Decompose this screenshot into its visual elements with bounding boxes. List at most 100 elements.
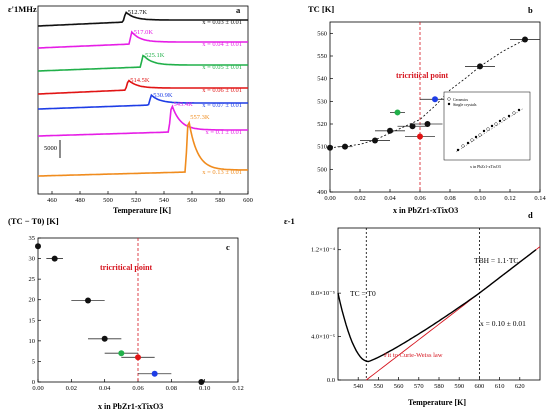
panel-a-x-tick-label: 560	[187, 197, 197, 204]
panel-b-y-tick-label: 530	[317, 98, 327, 105]
panel-c-point	[198, 379, 205, 385]
panel-a-curve	[38, 93, 248, 110]
panel-d-y-tick-label: 0.0	[327, 377, 335, 384]
panel-b-point	[417, 133, 423, 140]
inset-point-single	[466, 141, 470, 145]
panel-c-point	[35, 243, 41, 250]
panel-c-y-tick-label: 20	[29, 297, 36, 304]
inset-point-ceramic	[512, 111, 516, 115]
panel-b-x-tick-label: 0.10	[474, 195, 485, 202]
panel-a-curve	[37, 54, 248, 72]
panel-b-guide-curve	[329, 39, 526, 149]
panel-a-frame	[37, 5, 249, 195]
panel-a-x-tick-label: 520	[131, 197, 141, 204]
panel-a-legend-label: x = 0.05 ± 0.01	[202, 64, 242, 71]
panel-d-y-tick-label: 8.0×10⁻⁵	[311, 290, 335, 297]
panel-b-point	[394, 109, 401, 116]
panel-c-x-tick-label: 0.10	[199, 385, 210, 392]
inset-point-single	[482, 129, 486, 133]
inset-xlabel: x in PbZr1-xTixO3	[470, 164, 501, 169]
panel-c-ticks: 0.00 0.02 0.04 0.06 0.08 0.10 0.12 0 5 10 15 20 25 30…	[29, 235, 244, 392]
panel-b-point	[432, 96, 438, 103]
panel-d-x-tick-label: 620	[515, 383, 525, 390]
panel-a-x-tick-label: 500	[103, 197, 113, 204]
panel-a-legend-label: x = 0.1 ± 0.01	[206, 129, 242, 136]
panel-c-y-tick-label: 15	[29, 317, 36, 324]
panel-a-scale-bar-label: 5000	[44, 145, 57, 152]
panel-a-peak-label: 545.4K	[174, 101, 194, 108]
panel-a-xlabel: Temperature [K]	[113, 206, 171, 215]
panel-c-point	[135, 354, 141, 361]
panel-b-xlabel: x in PbZr1-xTixO3	[393, 206, 458, 215]
panel-b-x-tick-label: 0.02	[354, 195, 365, 202]
panel-d-tc-label: TC = T0	[350, 289, 376, 298]
panel-c-x-tick-label: 0.06	[132, 385, 144, 392]
panel-d-ylabel: ε-1	[284, 216, 295, 226]
inset-point-ceramic	[478, 133, 482, 137]
inset-point-single	[456, 148, 460, 152]
panel-b-ylabel: TC [K]	[308, 4, 334, 14]
panel-d-xlabel: Temperature [K]	[408, 398, 466, 407]
panel-c-point	[118, 350, 125, 357]
panel-a-peak-label: 512.7K	[128, 9, 148, 16]
panel-d-tbh-label: TBH = 1.1·TC	[474, 256, 518, 265]
panel-c-point	[101, 335, 108, 342]
inset-point-ceramic	[461, 144, 465, 148]
panel-b-y-tick-label: 500	[317, 166, 327, 173]
panel-d-x-tick-label: 610	[495, 383, 505, 390]
panel-a: ε'1MHz 460 480 500 520 540 560 580 600 512.7K x …	[8, 4, 253, 215]
panel-c-y-tick-label: 5	[32, 358, 35, 365]
panel-b-x-tick-label: 0.08	[444, 195, 455, 202]
inset-legend-single: Single crystals	[453, 102, 477, 107]
panel-d-x-tick-label: 590	[454, 383, 464, 390]
panel-d-inverse-permittivity	[337, 249, 537, 363]
panel-c-y-tick-label: 30	[29, 256, 36, 263]
panel-d-x-tick-label: 600	[475, 383, 485, 390]
panel-b: TC [K] 0.00 0.02 0.04 0.06 0.08 0.10 0.12 0.14 4…	[308, 4, 546, 215]
inset-point-single	[517, 108, 521, 112]
panel-b-y-tick-label: 540	[317, 76, 327, 83]
panel-c-x-tick-label: 0.08	[166, 385, 177, 392]
panel-b-point	[327, 144, 333, 151]
panel-a-legend-label: x = 0.04 ± 0.01	[202, 41, 242, 48]
panel-a-legend-label: x = 0.03 ± 0.01	[202, 19, 242, 26]
panel-b-tricritical-label: tricritical point	[396, 71, 449, 80]
panel-b-point	[342, 143, 348, 150]
inset-legend-ceramics-marker	[447, 97, 451, 101]
panel-c-y-tick-label: 35	[29, 235, 36, 242]
panel-d-composition-label: x = 0.10 ± 0.01	[480, 319, 526, 328]
panel-b-points	[327, 36, 540, 151]
panel-d-letter: d	[528, 210, 533, 220]
panel-d-reference-lines	[365, 228, 480, 380]
panel-b-point	[387, 127, 393, 134]
inset-point-single	[498, 119, 502, 123]
panel-c-ylabel: (TC − T0) [K]	[8, 216, 59, 226]
panel-c-point	[51, 255, 58, 262]
panel-b-ticks: 0.00 0.02 0.04 0.06 0.08 0.10 0.12 0.14 490 500 51…	[317, 30, 546, 202]
inset-point-ceramic	[486, 127, 490, 131]
panel-b-x-tick-label: 0.04	[384, 195, 396, 202]
panel-a-curve	[37, 30, 248, 49]
panel-c-x-tick-label: 0.02	[66, 385, 77, 392]
panel-b-y-tick-label: 560	[317, 30, 327, 37]
panel-b-letter: b	[528, 5, 533, 15]
panel-c-points	[35, 243, 218, 385]
panel-a-peak-label: 557.3K	[190, 114, 210, 121]
panel-d-x-tick-label: 550	[374, 383, 384, 390]
panel-b-inset: Ceramics Single crystals x in PbZr1-xTix…	[443, 91, 531, 169]
panel-a-ylabel: ε'1MHz	[8, 4, 37, 14]
panel-b-point	[477, 63, 483, 70]
panel-a-peak-label: 525.1K	[145, 52, 165, 59]
panel-d-fit-label: Fit to Curie-Weiss law	[384, 352, 443, 359]
panel-a-x-tick-label: 580	[215, 197, 225, 204]
panel-d-y-tick-label: 1.2×10⁻⁴	[311, 247, 336, 254]
panel-d-y-tick-label: 4.0×10⁻⁵	[311, 334, 335, 341]
panel-b-y-tick-label: 520	[317, 121, 327, 128]
panel-d-x-tick-label: 580	[434, 383, 444, 390]
inset-frame	[443, 91, 531, 161]
panel-d-x-tick-label: 570	[414, 383, 424, 390]
panel-c-letter: c	[226, 242, 230, 252]
panel-b-y-tick-label: 490	[317, 189, 327, 196]
panel-c-y-tick-label: 10	[29, 338, 36, 345]
